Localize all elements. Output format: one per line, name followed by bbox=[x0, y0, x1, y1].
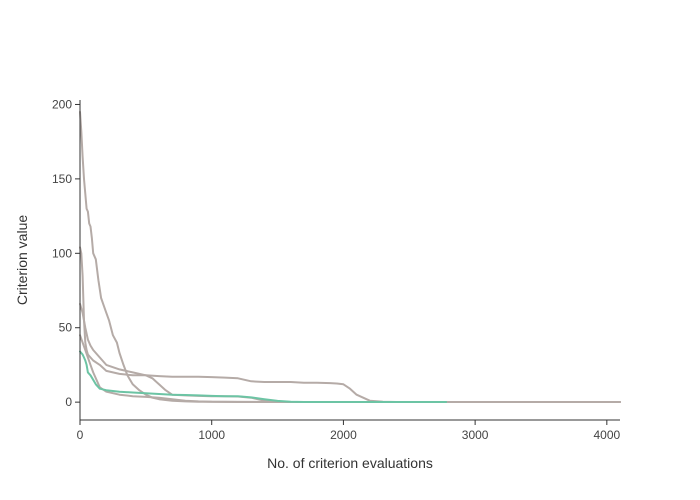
series-line-3 bbox=[79, 302, 621, 403]
series-line-5 bbox=[79, 350, 448, 403]
axes-layer bbox=[79, 100, 620, 421]
x-tick-label: 1000 bbox=[198, 428, 225, 442]
y-tick-label: 100 bbox=[52, 246, 72, 260]
series-line-4 bbox=[79, 334, 621, 403]
series-layer bbox=[79, 110, 621, 403]
x-tick-label: 4000 bbox=[593, 428, 620, 442]
x-axis-title: No. of criterion evaluations bbox=[267, 455, 433, 471]
x-tick-label: 0 bbox=[77, 428, 84, 442]
y-axis-title: Criterion value bbox=[14, 215, 30, 305]
x-tick-label: 3000 bbox=[462, 428, 489, 442]
ticks-layer: 0 1000 2000 3000 4000 0 50 100 150 200 bbox=[52, 97, 621, 442]
series-line-1 bbox=[79, 110, 621, 403]
y-tick-label: 50 bbox=[59, 321, 73, 335]
y-tick-label: 150 bbox=[52, 172, 72, 186]
y-tick-label: 200 bbox=[52, 97, 72, 111]
series-line-2 bbox=[79, 246, 621, 403]
x-tick-label: 2000 bbox=[330, 428, 357, 442]
y-tick-label: 0 bbox=[65, 395, 72, 409]
